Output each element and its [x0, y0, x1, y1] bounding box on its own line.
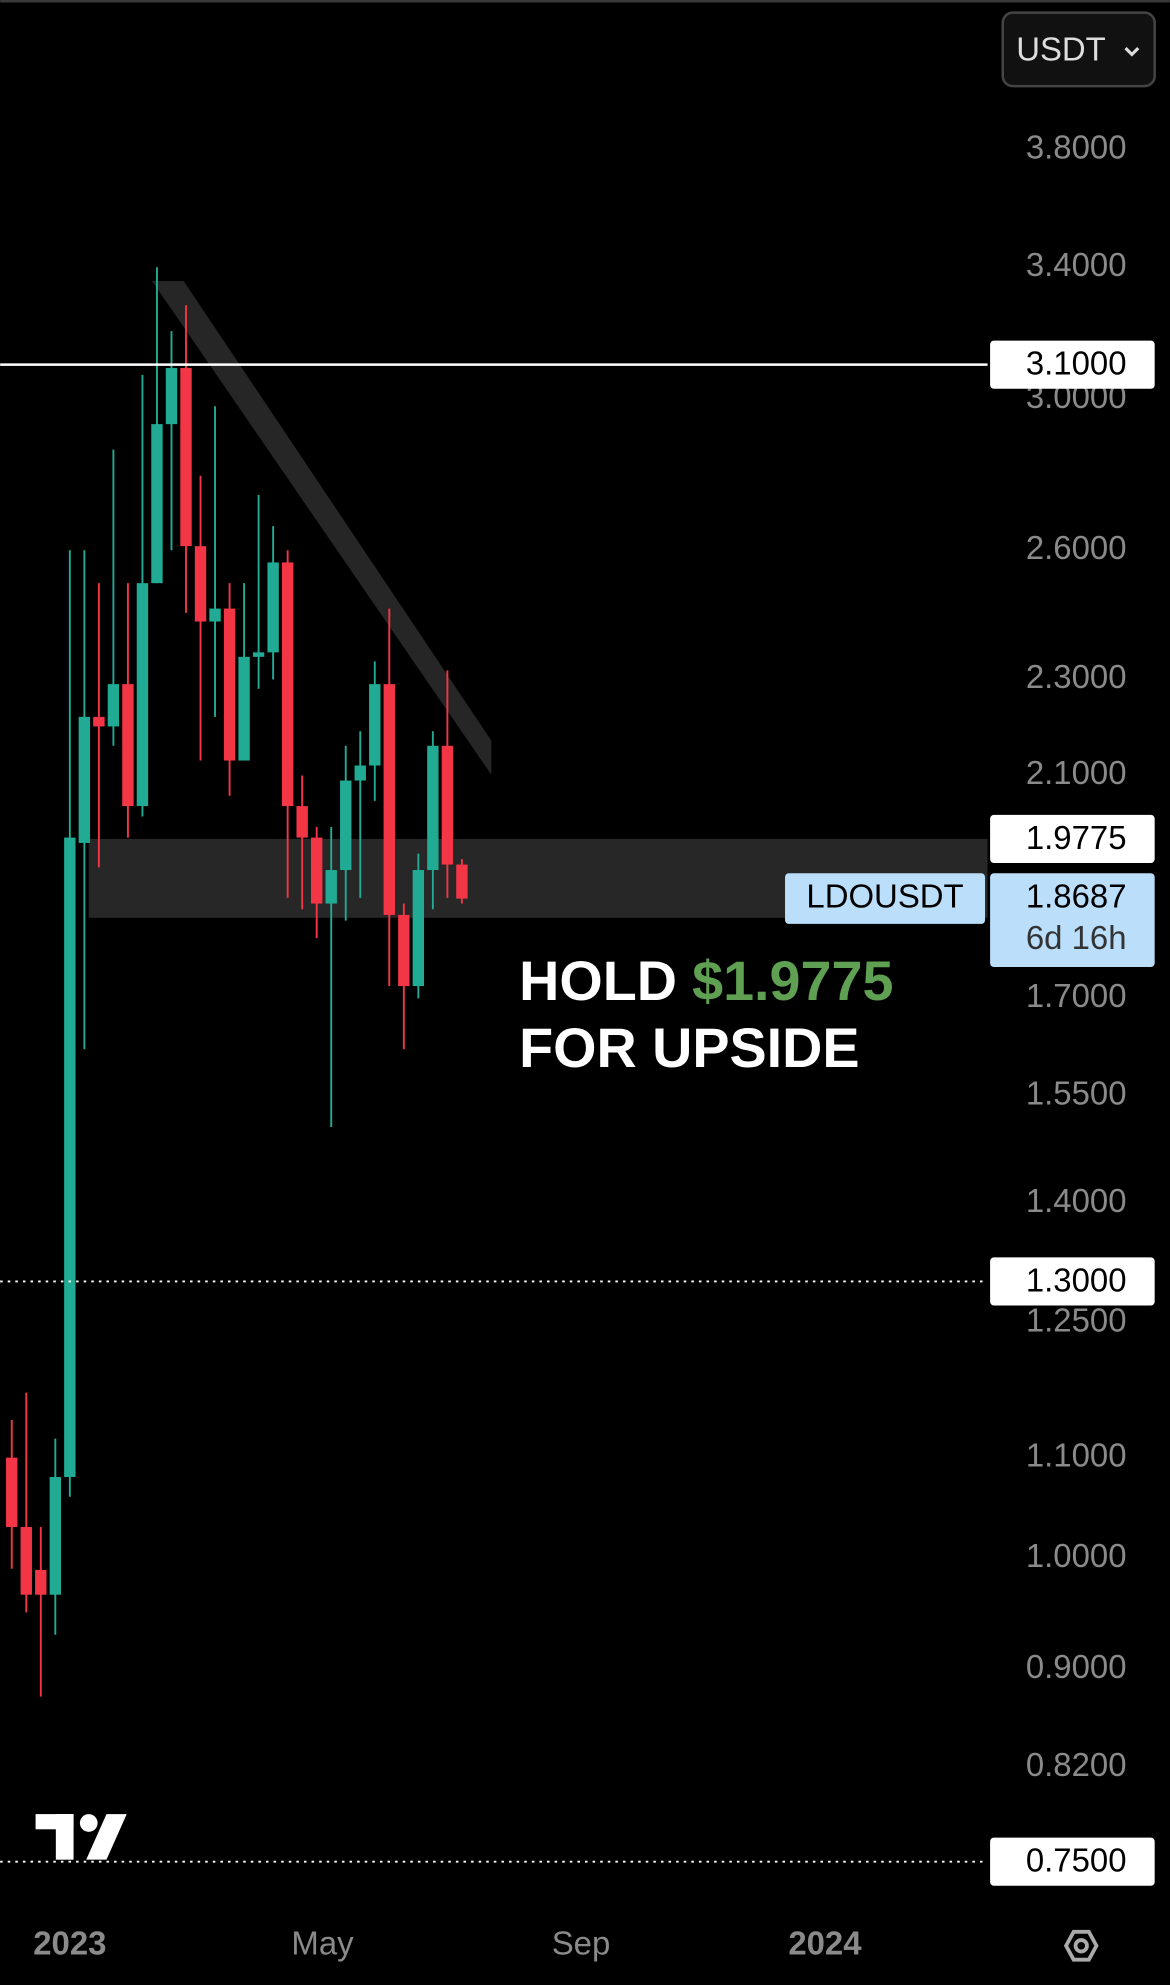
annotation-line: HOLD — [519, 950, 677, 1012]
candle-body — [296, 806, 308, 838]
y-tick-label: 2.1000 — [1026, 754, 1127, 791]
price-level-label: 1.3000 — [1026, 1261, 1127, 1298]
annotation-price: $1.9775 — [692, 950, 893, 1012]
y-tick-label: 3.4000 — [1026, 246, 1127, 283]
candle-body — [49, 1477, 62, 1595]
x-tick-label: Sep — [552, 1924, 611, 1961]
candle-body — [223, 608, 236, 761]
y-tick-label: 1.7000 — [1026, 977, 1127, 1014]
candle-body — [310, 837, 323, 904]
price-level-box — [990, 1837, 1155, 1886]
candle-body — [267, 562, 279, 653]
candle-body — [427, 745, 439, 871]
candle-body — [20, 1527, 32, 1595]
y-tick-label: 0.9000 — [1026, 1648, 1127, 1685]
logo-part — [55, 1814, 74, 1860]
y-tick-label: 1.0000 — [1026, 1537, 1127, 1574]
annotation: HOLD $1.9775 — [519, 950, 893, 1012]
y-tick-label: 0.8200 — [1026, 1746, 1127, 1783]
gear[interactable] — [1063, 1929, 1099, 1962]
candle-body — [281, 562, 294, 807]
last-price-box — [990, 873, 1155, 967]
logo-part — [79, 1814, 98, 1832]
candle-body — [238, 656, 250, 761]
candle-body — [325, 870, 337, 904]
gear-center[interactable] — [1073, 1938, 1089, 1954]
countdown-label: 6d 16h — [1026, 919, 1127, 956]
zone-top-label: 1.9775 — [1026, 819, 1127, 856]
symbol-label: LDOUSDT — [806, 877, 963, 914]
candle-body — [398, 914, 410, 987]
candle-body — [340, 780, 352, 871]
x-tick-label: May — [291, 1924, 354, 1961]
price-level-label: 3.1000 — [1026, 345, 1127, 382]
candle-body — [35, 1569, 47, 1595]
candle-body — [93, 716, 105, 727]
candle-body — [151, 424, 163, 584]
candle-body — [122, 684, 134, 807]
logo-part — [86, 1814, 127, 1860]
y-tick-label: 1.2500 — [1026, 1301, 1127, 1338]
settings-button[interactable] — [1063, 1929, 1099, 1962]
price-level-label: 0.7500 — [1026, 1842, 1127, 1879]
candle-body — [369, 684, 381, 766]
candle-body — [64, 837, 76, 1478]
candle-body — [252, 652, 265, 657]
logo — [35, 1814, 127, 1860]
y-tick-label: 1.1000 — [1026, 1436, 1127, 1473]
candle-body — [383, 684, 395, 915]
chevron[interactable] — [1124, 46, 1140, 57]
candle-body — [165, 368, 178, 425]
candle-body — [6, 1457, 18, 1528]
candle-body — [441, 745, 454, 865]
price-level-box — [990, 1257, 1155, 1306]
candle-body — [354, 765, 366, 781]
candle-body — [136, 583, 149, 807]
candle-body — [107, 684, 120, 727]
candle-body — [180, 368, 192, 547]
last-price-label: 1.8687 — [1026, 877, 1127, 914]
y-tick-label: 1.5500 — [1026, 1075, 1127, 1112]
x-tick-label: 2024 — [788, 1924, 862, 1961]
candles — [6, 267, 468, 1697]
y-tick-label: 3.8000 — [1026, 129, 1127, 166]
price-level-box — [990, 340, 1155, 389]
currency-button[interactable]: USDT — [1001, 11, 1156, 88]
y-tick-label: 2.3000 — [1026, 658, 1127, 695]
y-tick-label: 1.4000 — [1026, 1182, 1127, 1219]
button-frame[interactable] — [1001, 11, 1156, 88]
currency-label[interactable]: USDT — [1016, 31, 1106, 68]
axis: 3.80003.40003.00002.60002.30002.10001.70… — [33, 129, 1126, 1962]
candle-body — [194, 546, 207, 622]
annotation-line: FOR UPSIDE — [519, 1017, 859, 1079]
y-tick-label: 2.6000 — [1026, 529, 1127, 566]
symbol-box — [785, 873, 986, 924]
candle-body — [412, 870, 425, 987]
zone-top-box — [990, 814, 1155, 863]
candle-body — [209, 608, 221, 622]
x-tick-label: 2023 — [33, 1924, 106, 1961]
candle-body — [456, 864, 468, 899]
candle-body — [78, 716, 91, 843]
levels: 3.1000 1.3000 0.7500 1.9775 1.8687 6d 16h LDOU… — [0, 340, 1155, 1886]
